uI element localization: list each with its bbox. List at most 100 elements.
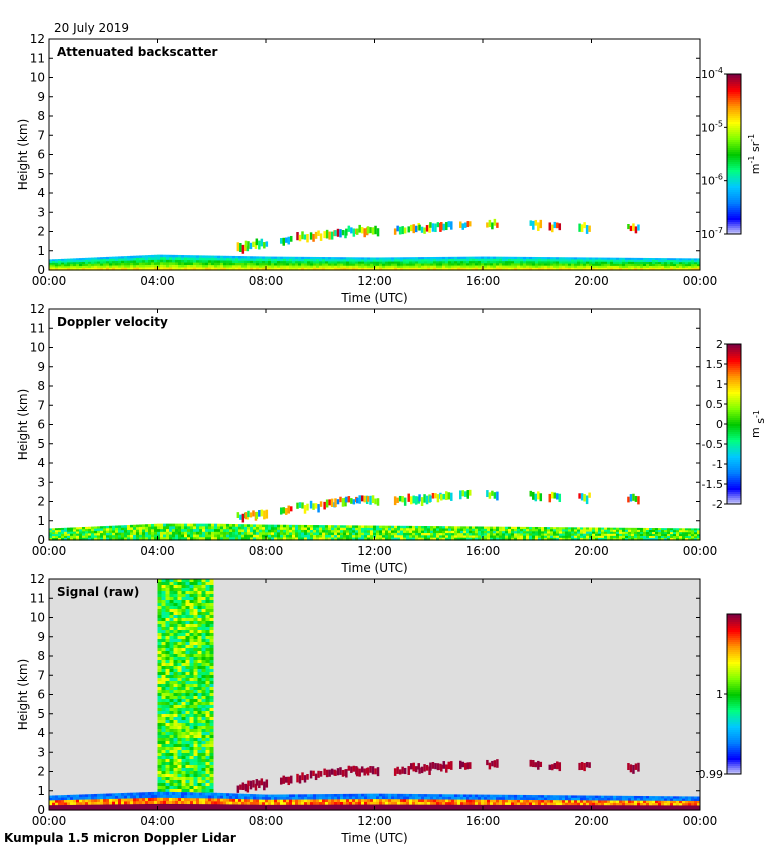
noise-cell xyxy=(181,603,186,606)
noise-cell xyxy=(169,594,174,597)
noise-cell xyxy=(161,756,166,759)
bl-cell xyxy=(559,527,562,530)
noise-cell xyxy=(169,747,174,750)
bl-cell xyxy=(364,259,367,263)
bl-cell xyxy=(325,802,328,806)
noise-cell xyxy=(169,765,174,768)
bl-cell xyxy=(163,257,166,261)
bl-cell xyxy=(112,258,115,262)
bl-cell xyxy=(70,529,73,533)
bl-cell xyxy=(100,807,103,811)
bl-cell xyxy=(223,258,226,262)
cloud-cell xyxy=(409,496,413,505)
bl-cell xyxy=(403,799,406,803)
noise-cell xyxy=(169,612,174,615)
bl-cell xyxy=(196,807,199,811)
bl-cell xyxy=(298,532,301,536)
bl-cell xyxy=(685,260,688,263)
noise-cell xyxy=(189,729,194,732)
bl-cell xyxy=(184,537,187,541)
noise-cell xyxy=(193,582,198,585)
bl-cell xyxy=(61,802,64,806)
noise-cell xyxy=(177,660,182,663)
bl-cell xyxy=(277,256,280,260)
noise-cell xyxy=(193,609,198,612)
bl-cell xyxy=(628,537,631,541)
noise-cell xyxy=(189,615,194,618)
bl-cell xyxy=(211,255,214,259)
bl-cell xyxy=(322,794,325,798)
bl-cell xyxy=(634,535,637,539)
bl-cell xyxy=(229,523,232,528)
bl-cell xyxy=(493,263,496,267)
noise-cell xyxy=(197,702,202,705)
bl-cell xyxy=(493,531,496,534)
noise-cell xyxy=(173,672,178,675)
bl-cell xyxy=(193,534,196,538)
noise-cell xyxy=(201,636,206,639)
noise-cell xyxy=(173,696,178,699)
colorbar-tick-label: 10-7 xyxy=(701,226,723,241)
bl-cell xyxy=(355,537,358,541)
bl-cell xyxy=(472,530,475,534)
bl-cell xyxy=(376,801,379,806)
bl-cell xyxy=(325,804,328,808)
bl-cell xyxy=(577,263,580,267)
cloud-cell xyxy=(363,495,366,503)
boundary-layer xyxy=(49,791,700,811)
bl-cell xyxy=(349,267,352,271)
bl-cell xyxy=(421,263,424,267)
bl-cell xyxy=(247,537,250,541)
bl-cell xyxy=(478,535,481,539)
bl-cell xyxy=(55,800,58,804)
bl-cell xyxy=(661,264,664,267)
colorbar: 21.510.50-0.5-1-1.5-2m s-1 xyxy=(702,338,767,511)
bl-cell xyxy=(493,526,496,530)
cloud-cell xyxy=(420,226,424,233)
bl-cell xyxy=(376,793,379,797)
bl-cell xyxy=(379,265,382,269)
bl-cell xyxy=(214,258,217,262)
bl-cell xyxy=(682,534,685,537)
bl-cell xyxy=(565,267,568,271)
bl-cell xyxy=(124,792,127,797)
bl-cell xyxy=(202,534,205,538)
bl-cell xyxy=(574,261,577,265)
bl-cell xyxy=(76,260,79,263)
cloud-cell xyxy=(363,228,366,238)
bl-cell xyxy=(511,528,514,532)
bl-cell xyxy=(139,267,142,271)
cloud-cell xyxy=(244,512,248,520)
cloud-cell xyxy=(428,224,431,233)
bl-cell xyxy=(94,796,97,800)
noise-cell xyxy=(161,585,166,588)
bl-cell xyxy=(100,537,103,541)
bl-cell xyxy=(67,537,70,541)
colorbar-step xyxy=(727,138,741,141)
bl-cell xyxy=(421,528,424,532)
bl-cell xyxy=(166,529,169,533)
noise-cell xyxy=(157,636,162,639)
bl-cell xyxy=(199,255,202,259)
x-tick-label: 08:00 xyxy=(249,544,284,558)
noise-cell xyxy=(157,591,162,594)
bl-cell xyxy=(112,267,115,271)
cloud-cell xyxy=(627,496,630,503)
bl-cell xyxy=(697,528,700,531)
bl-cell xyxy=(322,265,325,269)
bl-cell xyxy=(160,537,163,541)
bl-cell xyxy=(544,535,547,539)
bl-cell xyxy=(259,804,262,808)
bl-cell xyxy=(52,266,55,269)
bl-cell xyxy=(118,527,121,531)
noise-cell xyxy=(205,597,210,600)
colorbar-step xyxy=(727,428,741,431)
bl-cell xyxy=(592,257,595,261)
bl-cell xyxy=(67,531,70,535)
bl-cell xyxy=(256,802,259,806)
bl-cell xyxy=(664,258,667,261)
bl-cell xyxy=(232,529,235,533)
bl-cell xyxy=(535,256,538,260)
noise-cell xyxy=(205,780,210,783)
bl-cell xyxy=(214,262,217,266)
